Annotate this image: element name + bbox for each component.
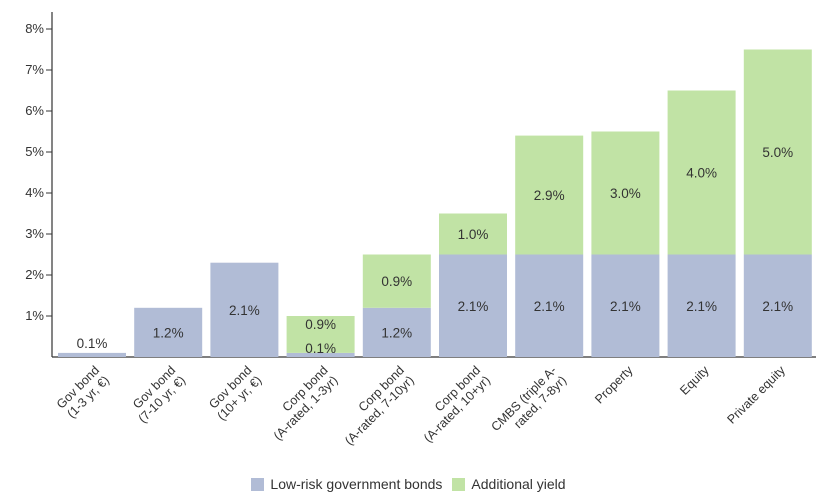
x-category-label: Corp bond(A-rated, 10+yr) [421,363,493,445]
legend-label-low-risk: Low-risk government bonds [270,476,443,492]
y-tick-label: 1% [25,308,44,323]
bar-additional-yield [362,254,431,308]
bar-low-risk [210,262,279,357]
bar-value-label: 2.1% [686,299,717,314]
y-tick-label: 3% [25,226,44,241]
bar-additional-yield [286,316,355,353]
legend-swatch-low-risk [251,477,265,491]
x-category-label-line: Private equity [724,363,788,427]
bar-value-label: 0.9% [305,317,336,332]
legend-label-additional-yield: Additional yield [471,476,566,492]
bar-low-risk [515,254,584,357]
bar-additional-yield [591,131,660,255]
y-tick-label: 6% [25,103,44,118]
bar-value-label: 3.0% [610,186,641,201]
y-tick-label: 4% [25,185,44,200]
bar-value-label: 2.1% [229,303,260,318]
bar-value-label: 0.1% [305,341,336,356]
legend: Low-risk government bonds Additional yie… [0,474,817,494]
bar-value-label: 1.2% [381,325,412,340]
bar-low-risk [362,307,431,357]
x-category-label: Private equity [724,363,788,427]
bar-value-label: 1.2% [153,325,184,340]
bar-low-risk [286,352,355,357]
x-category-label: Corp bond(A-rated, 1-3yr) [271,363,341,443]
bar-low-risk [743,254,812,357]
bar-low-risk [439,254,507,357]
x-category-label: Corp bond(A-rated, 7-10yr) [342,363,417,448]
bar-value-label: 2.1% [458,299,489,314]
bar-additional-yield [439,213,507,255]
bar-low-risk [591,254,660,357]
bar-value-label: 2.1% [534,299,565,314]
bar-value-label: 4.0% [686,166,717,181]
y-tick-label: 8% [25,21,44,36]
y-tick-label: 5% [25,144,44,159]
x-category-label: CMBS (triple A-rated, 7-8yr) [489,363,570,434]
bar-additional-yield [515,135,584,255]
y-tick-label: 2% [25,267,44,282]
x-category-label-line: Property [592,363,636,407]
bar-value-label: 0.1% [77,336,108,351]
bar-value-label: 5.0% [762,145,793,160]
bar-additional-yield [667,90,736,255]
legend-swatch-additional-yield [452,477,466,491]
bar-low-risk [58,352,126,357]
bar-value-label: 2.1% [762,299,793,314]
x-category-label: Equity [677,363,712,398]
x-category-label: Property [592,363,636,407]
x-category-label: Gov bond(1-3 yr, €) [54,363,112,421]
y-tick-label: 7% [25,62,44,77]
bar-low-risk [134,307,203,357]
x-category-label: Gov bond(7-10 yr, €) [130,363,188,426]
legend-item-series-2: Additional yield [452,476,566,492]
bar-value-label: 2.9% [534,188,565,203]
x-category-label: Gov bond(10+ yr, €) [206,363,264,423]
bar-value-label: 0.9% [381,274,412,289]
stacked-bar-chart: 1% 2% 3% 4% 5% 6% 7% 8% 0.1% Gov bond(1-3 yr, €) 1… [25,12,816,448]
bar-low-risk [667,254,736,357]
x-category-label-line: Equity [677,363,712,398]
bar-additional-yield [743,49,812,255]
bar-value-label: 2.1% [610,299,641,314]
bar-value-label: 1.0% [458,227,489,242]
legend-item-series-1: Low-risk government bonds [251,476,442,492]
